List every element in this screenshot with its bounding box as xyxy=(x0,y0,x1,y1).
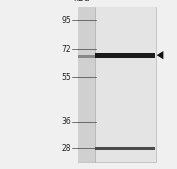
Polygon shape xyxy=(157,51,163,59)
Text: 36: 36 xyxy=(61,117,71,126)
Bar xyxy=(95,7,156,162)
Text: 55: 55 xyxy=(61,73,71,82)
Bar xyxy=(78,55,95,57)
Bar xyxy=(95,147,155,150)
Bar xyxy=(78,7,95,162)
Text: 28: 28 xyxy=(61,144,71,153)
Text: 72: 72 xyxy=(61,45,71,54)
Text: 95: 95 xyxy=(61,16,71,25)
Bar xyxy=(95,53,155,57)
Text: kDa: kDa xyxy=(73,0,90,3)
Bar xyxy=(78,7,156,162)
